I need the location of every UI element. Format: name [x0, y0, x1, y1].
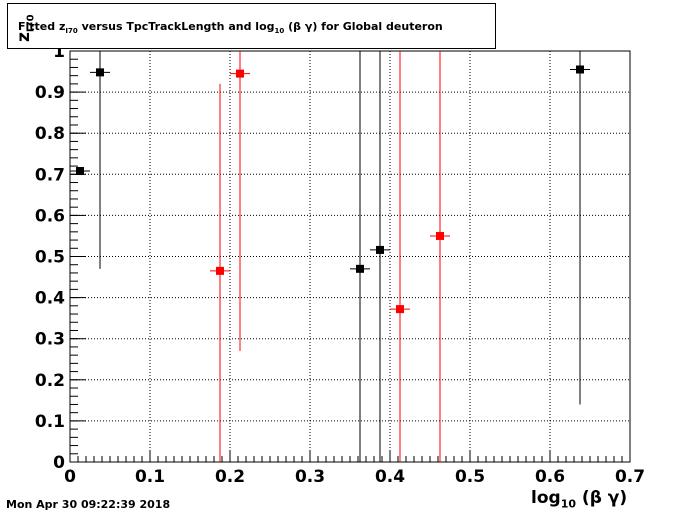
data-point [90, 51, 110, 269]
x-tick-label: 0.7 [615, 467, 645, 487]
data-point [210, 83, 230, 462]
data-point [390, 51, 410, 462]
x-tick-labels: 0 0.1 0.2 0.3 0.4 0.5 0.6 0.7 [64, 467, 645, 487]
data-point [70, 167, 90, 176]
y-tick-label: 0.9 [35, 83, 65, 103]
x-tick-label: 0.1 [135, 467, 165, 487]
point-marker [436, 231, 444, 240]
grid-lines [70, 51, 630, 462]
point-marker [216, 266, 224, 275]
data-point [370, 51, 390, 462]
x-axis-label: log10 (β γ) [531, 488, 628, 511]
x-tick-label: 0.5 [455, 467, 485, 487]
x-tick-label: 0.6 [535, 467, 565, 487]
chart-title: Fitted zI70 versus TpcTrackLength and lo… [18, 20, 443, 36]
chart-title-box: Fitted zI70 versus TpcTrackLength and lo… [7, 3, 496, 49]
x-tick-label: 0.3 [295, 467, 325, 487]
point-marker [376, 245, 384, 254]
y-tick-label: 0.4 [35, 289, 65, 309]
data-point [350, 51, 370, 462]
y-tick-labels: 0 0.1 0.2 0.3 0.4 0.5 0.6 0.7 0.8 0.9 1 [35, 42, 65, 473]
plot-frame [69, 50, 631, 463]
point-marker [356, 264, 364, 273]
point-marker [236, 69, 244, 78]
x-tick-label: 0.4 [375, 467, 405, 487]
data-points [70, 51, 590, 462]
data-point [430, 51, 450, 462]
y-tick-label: 0.3 [35, 330, 65, 350]
data-point [230, 51, 250, 352]
data-point [570, 51, 590, 405]
y-tick-label: 1 [53, 42, 65, 62]
y-tick-label: 0.7 [35, 165, 65, 185]
y-tick-label: 0.6 [35, 206, 65, 226]
point-marker [396, 305, 404, 314]
point-marker [76, 167, 84, 176]
timestamp: Mon Apr 30 09:22:39 2018 [6, 498, 171, 511]
point-marker [96, 68, 104, 77]
y-tick-label: 0 [53, 453, 65, 473]
y-tick-label: 0.1 [35, 412, 65, 432]
x-tick-label: 0.2 [215, 467, 245, 487]
y-tick-label: 0.8 [35, 124, 65, 144]
x-tick-label: 0 [64, 467, 76, 487]
y-tick-label: 0.2 [35, 371, 65, 391]
y-axis-label: zI70 [14, 14, 37, 42]
point-marker [576, 65, 584, 74]
y-tick-label: 0.5 [35, 248, 65, 268]
